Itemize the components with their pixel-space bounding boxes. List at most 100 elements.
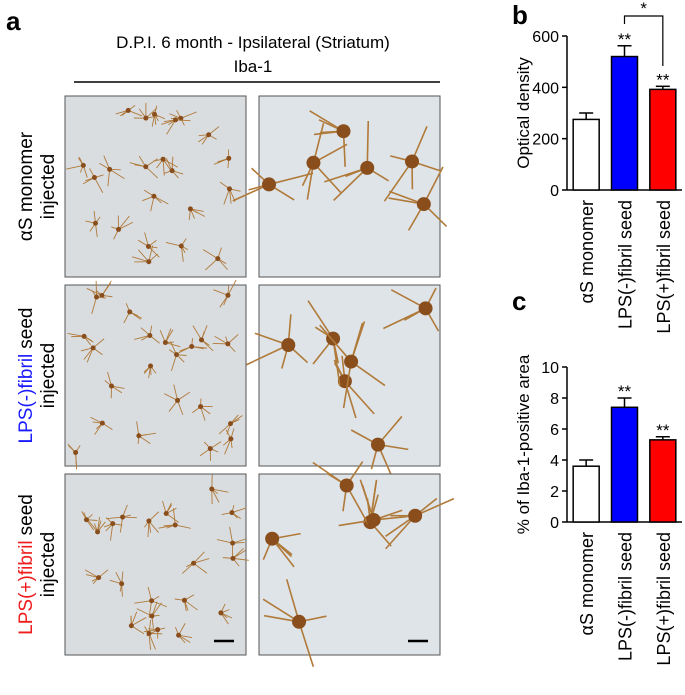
row-label-part: αS monomer [16, 131, 37, 241]
cell-process [192, 325, 202, 341]
cell-process [268, 172, 314, 186]
cell-body [408, 508, 423, 523]
cell-body [191, 560, 197, 566]
y-tick-label: 0 [550, 515, 559, 532]
cell-body [99, 420, 105, 426]
cell-process [414, 497, 455, 517]
cell-body [225, 341, 231, 347]
x-tick-label: LPS(-)fibril seed [616, 200, 636, 329]
cell-process [138, 432, 157, 437]
cell-body [96, 575, 102, 581]
cell-body [281, 338, 296, 353]
cell-process [246, 344, 289, 366]
cell-process [344, 380, 375, 415]
cell-process [101, 282, 111, 296]
cell-body [81, 333, 87, 339]
cell-body [176, 632, 182, 638]
cell-body [215, 256, 221, 262]
cell-body [146, 518, 152, 524]
panel-label: a [6, 6, 21, 36]
cell-body [218, 610, 224, 616]
cell-process [262, 598, 300, 623]
cell-process [153, 195, 169, 205]
cell-process [138, 249, 150, 262]
row-label: LPS(-)fibril seed [16, 308, 37, 444]
cell-process [91, 296, 97, 314]
cell-process [175, 119, 191, 122]
y-axis-label: % of Iba-1-positive area [514, 354, 533, 534]
cell-process [191, 346, 208, 349]
row-label-part: LPS(-)fibril [16, 354, 37, 444]
cell-body [136, 433, 142, 439]
cell-body [326, 331, 341, 346]
cell-process [201, 325, 208, 341]
significance-label: ** [656, 421, 670, 440]
cell-body [206, 132, 212, 138]
cell-body [306, 155, 321, 170]
cell-process [211, 488, 229, 493]
cell-process [227, 279, 237, 296]
row-label: injected [38, 343, 59, 409]
micrograph [64, 473, 247, 656]
cell-body [225, 292, 231, 298]
cell-process [366, 120, 370, 168]
cell-process [193, 551, 205, 564]
x-tick-label: αS monomer [577, 200, 597, 303]
cell-process [162, 159, 165, 176]
cell-process [109, 168, 125, 180]
cell-body [163, 510, 169, 516]
bar [649, 88, 677, 191]
cell-body [125, 107, 131, 113]
cell-body [416, 197, 431, 212]
cell-process [173, 384, 178, 401]
cell-process [86, 347, 94, 363]
cell-body [120, 514, 126, 520]
cell-process [177, 400, 184, 416]
cell-body [344, 354, 359, 369]
cell-process [232, 549, 246, 559]
cell-body [418, 301, 433, 316]
cell-body [174, 352, 180, 358]
cell-process [66, 164, 84, 170]
cell-process [218, 423, 231, 435]
cell-body [178, 243, 184, 249]
cell-process [151, 600, 167, 608]
y-tick-label: 200 [532, 132, 559, 149]
cell-process [214, 335, 229, 345]
cell-process [158, 524, 176, 529]
cell-body [110, 521, 116, 527]
cell-body [198, 404, 204, 410]
cell-process [145, 166, 159, 179]
cell-process [107, 169, 111, 187]
cell-body [160, 156, 166, 162]
cell-body [128, 623, 134, 629]
cell-body [207, 446, 213, 452]
cell-body [228, 436, 234, 442]
y-tick-label: 600 [532, 29, 559, 46]
cell-process [204, 258, 219, 271]
x-tick-label: LPS(+)fibril seed [654, 200, 674, 334]
cell-body [178, 115, 184, 121]
bar [610, 55, 639, 191]
significance-label: ** [656, 70, 670, 89]
micrograph [64, 284, 247, 467]
cell-process [193, 558, 210, 564]
cell-body [116, 226, 122, 232]
cell-body [148, 363, 154, 369]
y-tick-label: 400 [532, 80, 559, 97]
cell-body [151, 193, 157, 199]
row-label-part: LPS(+)fibril [16, 540, 37, 635]
cell-body [370, 437, 385, 452]
cell-process [231, 507, 247, 514]
cell-process [118, 215, 130, 230]
cell-body [145, 243, 151, 249]
cell-body [360, 160, 375, 175]
cell-process [385, 515, 416, 550]
micrographs [64, 95, 455, 668]
cell-process [202, 249, 219, 260]
cell-body [339, 478, 354, 493]
y-tick-label: 10 [541, 360, 559, 377]
y-tick-label: 0 [550, 183, 559, 200]
cell-process [319, 324, 352, 363]
cell-process [151, 602, 162, 617]
